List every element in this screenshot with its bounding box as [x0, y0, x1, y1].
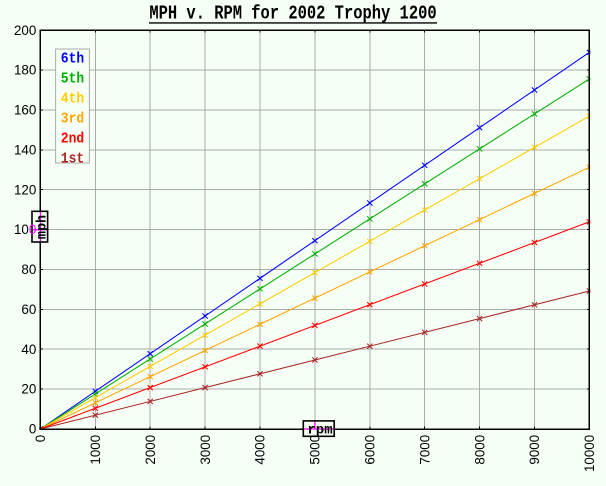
svg-text:120: 120 — [14, 182, 36, 197]
svg-text:rpm: rpm — [307, 422, 332, 438]
svg-text:3000: 3000 — [198, 435, 213, 465]
svg-text:160: 160 — [14, 103, 36, 118]
svg-text:7000: 7000 — [417, 435, 432, 465]
svg-text:1st: 1st — [61, 152, 84, 168]
svg-text:5000: 5000 — [308, 435, 323, 465]
svg-text:mph: mph — [36, 215, 51, 239]
svg-text:5th: 5th — [61, 71, 84, 88]
svg-text:60: 60 — [21, 302, 36, 317]
svg-text:2000: 2000 — [143, 435, 158, 465]
svg-text:8000: 8000 — [472, 435, 487, 465]
svg-text:40: 40 — [21, 342, 36, 357]
svg-text:10000: 10000 — [582, 435, 597, 472]
svg-text:20: 20 — [21, 382, 36, 397]
svg-text:2nd: 2nd — [61, 131, 84, 148]
svg-text:MPH v. RPM for 2002 Trophy 120: MPH v. RPM for 2002 Trophy 1200 — [149, 3, 436, 25]
svg-text:100: 100 — [14, 222, 36, 237]
svg-text:0: 0 — [29, 422, 36, 437]
svg-text:4th: 4th — [61, 91, 84, 108]
svg-text:0: 0 — [33, 435, 48, 442]
svg-text:3rd: 3rd — [61, 111, 84, 128]
svg-text:9000: 9000 — [527, 435, 542, 465]
svg-text:200: 200 — [14, 23, 36, 38]
svg-text:180: 180 — [14, 63, 36, 78]
svg-text:6000: 6000 — [363, 435, 378, 465]
svg-text:140: 140 — [14, 142, 36, 157]
svg-text:4000: 4000 — [253, 435, 268, 465]
svg-text:80: 80 — [21, 262, 36, 277]
svg-text:6th: 6th — [61, 51, 84, 68]
svg-text:1000: 1000 — [88, 435, 103, 465]
